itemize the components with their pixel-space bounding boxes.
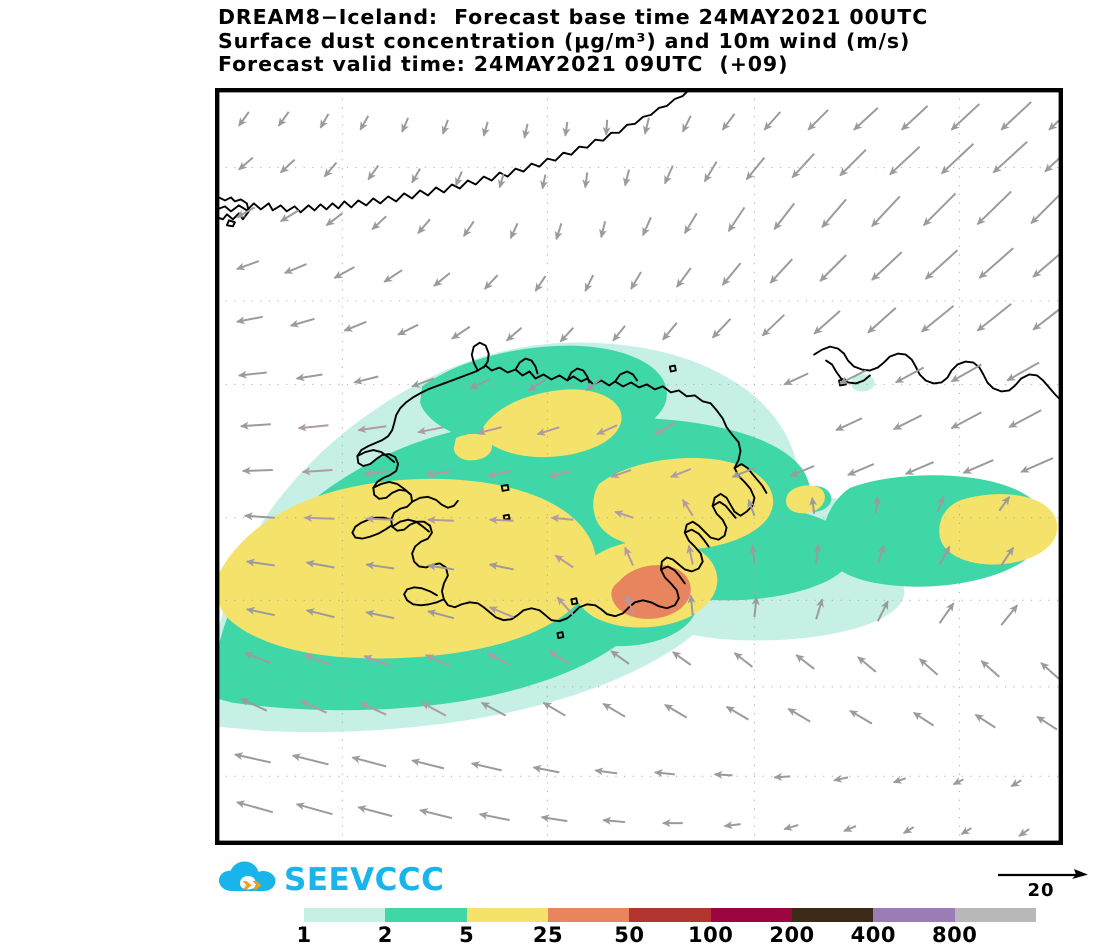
colorbar-segment: [710, 908, 792, 922]
wind-row-7: [239, 409, 1042, 436]
iceland-westfjords-detail-1: [411, 495, 459, 509]
colorbar-tick: 100: [687, 923, 734, 947]
map-panel[interactable]: [215, 88, 1063, 845]
wind-row-14: [233, 752, 1022, 788]
colorbar-segment: [385, 908, 467, 922]
wind-row-8: [241, 457, 1054, 479]
colorbar-tick: 1: [296, 923, 312, 947]
colorbar-legend[interactable]: 1 2 5 25 50 100 200 400 800: [290, 906, 1050, 950]
seevccc-logo-text: SEEVCCC: [284, 861, 445, 898]
greenland-coastline: [217, 90, 690, 214]
iceland-islet-1: [500, 483, 510, 492]
iceland-eastfjords-detail-1: [733, 463, 768, 494]
colorbar-segment: [791, 908, 874, 922]
colorbar-segment: [466, 908, 548, 922]
iceland-north-bay-1: [514, 357, 539, 375]
iceland-islet-6: [668, 364, 677, 373]
wind-scale-reference: 20: [996, 866, 1092, 904]
iceland-westfjords-detail-4: [356, 449, 396, 463]
colorbar-tick: 800: [931, 923, 978, 947]
seevccc-logo[interactable]: SEEVCCC: [218, 858, 444, 902]
iceland-north-bay-3: [614, 370, 638, 383]
greenland-small-island-1: [226, 219, 236, 228]
colorbar-tick-labels: 1 2 5 25 50 100 200 400 800: [290, 923, 1050, 949]
colorbar-tick: 50: [614, 923, 645, 947]
title-line-3: Forecast valid time: 24MAY2021 09UTC (+0…: [218, 52, 789, 76]
colorbar-strip: [304, 908, 1036, 922]
cloud-arrow-icon: [219, 861, 276, 891]
iceland-eastfjords-detail-3: [683, 528, 710, 548]
iceland-north-bay-2: [566, 367, 591, 384]
wind-row-13: [239, 697, 1058, 731]
iceland-snaefellsnes: [351, 516, 393, 540]
greenland-inlet: [217, 196, 250, 221]
iceland-islet-4: [556, 631, 565, 640]
title-line-2: Surface dust concentration (μg/m³) and 1…: [218, 28, 911, 53]
wind-row-1: [238, 101, 1061, 139]
wind-row-4: [235, 247, 1061, 292]
wind-arrow-icon: [998, 869, 1088, 879]
wind-row-10: [245, 543, 1015, 571]
wind-row-12: [243, 650, 1060, 680]
iceland-islet-3: [570, 597, 579, 606]
colorbar-segment: [629, 908, 711, 922]
colorbar-tick: 5: [459, 923, 475, 947]
wind-scale-label: 20: [1027, 880, 1055, 901]
wind-row-2: [238, 140, 1061, 190]
colorbar-tick: 25: [532, 923, 564, 947]
iceland-westfjords-detail-2: [391, 518, 430, 533]
wind-row-9: [243, 495, 1011, 525]
wind-row-15: [235, 800, 1030, 837]
iceland-north-peninsula: [470, 341, 490, 372]
colorbar-tick: 2: [377, 923, 393, 947]
colorbar-tick: 400: [850, 923, 896, 947]
colorbar-segment: [954, 908, 1036, 922]
iceland-eastfjords-detail-4: [659, 565, 686, 585]
figure-title-block: DREAM8−Iceland: Forecast base time 24MAY…: [218, 5, 1088, 77]
wind-row-11: [245, 594, 1018, 626]
wind-row-5: [235, 303, 1061, 343]
map-frame: [217, 90, 1061, 843]
wind-row-6: [237, 361, 1040, 392]
map-canvas: [217, 90, 1061, 843]
colorbar-segment: [873, 908, 955, 922]
wind-vector-field: [233, 101, 1061, 837]
iceland-coastline: [356, 364, 756, 623]
coastlines: [217, 90, 1061, 640]
iceland-reykjanes: [403, 586, 445, 607]
colorbar-segment: [547, 908, 630, 922]
iceland-islet-2: [502, 513, 511, 521]
colorbar-tick: 200: [769, 923, 815, 947]
iceland-westfjords-detail-3: [372, 480, 412, 495]
east-coastline-fragment: [813, 345, 1061, 402]
colorbar-segment: [304, 908, 386, 922]
iceland-eastfjords-detail-2: [711, 500, 737, 519]
title-line-1: DREAM8−Iceland: Forecast base time 24MAY…: [218, 5, 929, 29]
